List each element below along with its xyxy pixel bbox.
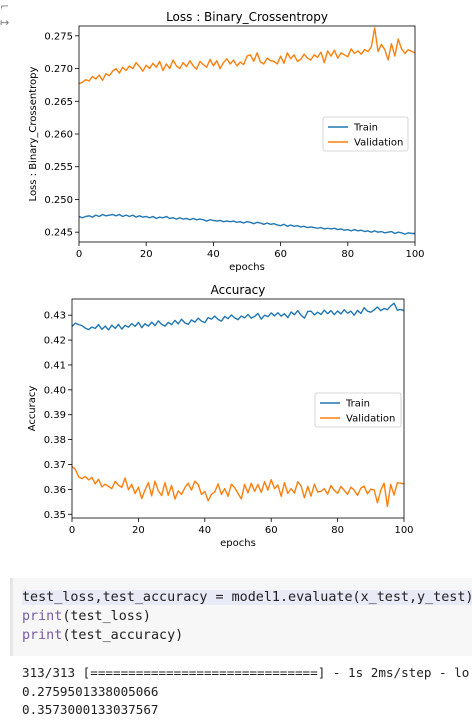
x-tick-label: 40 xyxy=(198,525,211,536)
collapse-icon[interactable]: ⌐ xyxy=(0,0,10,13)
y-axis-label: Loss : Binary_Crossentropy xyxy=(28,66,39,201)
y-tick-label: 0.38 xyxy=(44,435,66,446)
y-tick-label: 0.39 xyxy=(44,410,66,421)
y-tick-label: 0.36 xyxy=(44,485,66,496)
code-line-1[interactable]: test_loss,test_accuracy = model1.evaluat… xyxy=(22,590,472,605)
print-keyword: print xyxy=(22,609,63,624)
chart-title: Accuracy xyxy=(211,283,266,297)
output-test-accuracy: 0.3573000133037567 xyxy=(22,702,159,717)
cell-focus-bar xyxy=(10,578,13,656)
y-tick-label: 0.255 xyxy=(44,162,73,173)
y-tick-label: 0.37 xyxy=(44,460,66,471)
x-axis-label: epochs xyxy=(220,538,256,549)
accuracy-chart: Accuracy 0 20 40 60 80 100 0.35 0.36 0.37 0.38 0.39… xyxy=(27,283,414,549)
code-cell[interactable]: test_loss,test_accuracy = model1.evaluat… xyxy=(10,578,472,656)
legend-label-validation: Validation xyxy=(346,414,395,425)
legend-label-validation: Validation xyxy=(354,138,403,149)
code-line-3[interactable]: print(test_accuracy) xyxy=(22,628,183,643)
arrow-icon[interactable]: ↦ xyxy=(0,16,10,29)
series-line-train xyxy=(78,213,415,235)
x-tick-label: 80 xyxy=(331,525,344,536)
output-progress-line: 313/313 [==============================]… xyxy=(22,665,470,680)
loss-chart: Loss : Binary_Crossentropy 0 20 40 60 80 100 0.… xyxy=(28,10,425,273)
x-tick-label: 20 xyxy=(132,525,145,536)
code-line-2[interactable]: print(test_loss) xyxy=(22,609,151,624)
print-keyword: print xyxy=(22,628,63,643)
x-tick-label: 0 xyxy=(69,525,75,536)
plot-frame xyxy=(71,298,405,519)
legend-label-train: Train xyxy=(353,123,378,134)
y-tick-label: 0.42 xyxy=(44,336,66,347)
x-tick-label: 100 xyxy=(405,249,424,260)
x-tick-label: 20 xyxy=(140,249,153,260)
x-tick-label: 40 xyxy=(207,249,220,260)
y-tick-label: 0.245 xyxy=(44,228,73,239)
code-text: (test_loss) xyxy=(62,609,151,624)
y-tick-label: 0.43 xyxy=(44,311,66,322)
x-tick-label: 60 xyxy=(274,249,287,260)
code-text: test_loss,test_accuracy = model1.evaluat… xyxy=(22,590,472,605)
y-tick-label: 0.265 xyxy=(44,97,73,108)
series-line-validation xyxy=(71,465,405,508)
series-line-validation xyxy=(78,27,416,85)
x-axis-label: epochs xyxy=(229,262,265,273)
code-text: (test_accuracy) xyxy=(62,628,184,643)
x-tick-label: 100 xyxy=(394,525,413,536)
y-tick-label: 0.270 xyxy=(44,64,73,75)
x-tick-label: 0 xyxy=(76,249,82,260)
y-tick-label: 0.35 xyxy=(44,510,66,521)
x-tick-label: 60 xyxy=(265,525,278,536)
y-tick-label: 0.250 xyxy=(44,195,73,206)
plot-frame xyxy=(78,25,416,243)
output-test-loss: 0.2759501338005066 xyxy=(22,684,159,699)
y-tick-label: 0.260 xyxy=(44,130,73,141)
y-tick-label: 0.41 xyxy=(44,360,66,371)
y-axis-label: Accuracy xyxy=(27,386,38,432)
series-line-train xyxy=(71,302,405,331)
y-tick-label: 0.275 xyxy=(44,31,73,42)
x-tick-label: 80 xyxy=(341,249,354,260)
y-tick-label: 0.40 xyxy=(44,385,66,396)
legend-label-train: Train xyxy=(345,399,370,410)
chart-title: Loss : Binary_Crossentropy xyxy=(166,10,328,24)
